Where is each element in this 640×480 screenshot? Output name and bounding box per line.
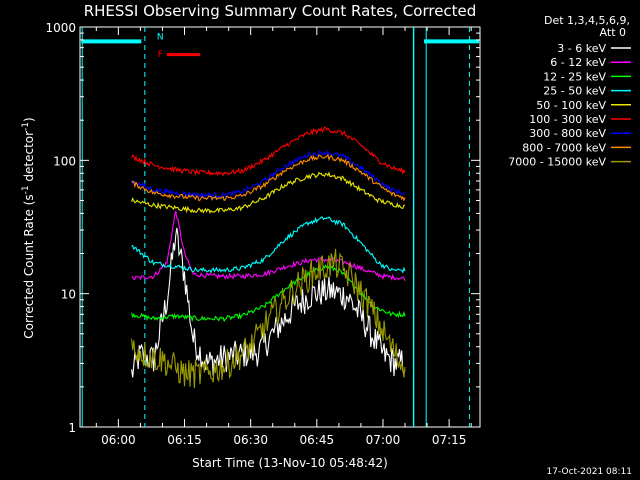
series-line bbox=[131, 248, 406, 389]
series-line bbox=[131, 153, 406, 202]
legend-entry-label: 800 - 7000 keV bbox=[522, 141, 606, 154]
timestamp: 17-Oct-2021 08:11 bbox=[547, 467, 632, 477]
series-line bbox=[131, 171, 406, 214]
series-line bbox=[131, 148, 406, 199]
legend-header-line-1: Det 1,3,4,5,6,9, bbox=[544, 14, 630, 27]
y-tick-label: 1 bbox=[68, 421, 76, 435]
x-tick-label: 07:15 bbox=[432, 433, 467, 447]
x-axis-label: Start Time (13-Nov-10 05:48:42) bbox=[192, 456, 388, 470]
chart-title: RHESSI Observing Summary Count Rates, Co… bbox=[84, 2, 477, 20]
y-tick-label: 1000 bbox=[45, 21, 76, 35]
legend-header-line-2: Att 0 bbox=[600, 26, 626, 39]
series-line bbox=[131, 227, 406, 378]
flag-label: N bbox=[157, 33, 164, 43]
y-tick-label: 10 bbox=[61, 288, 76, 302]
series-800to7000keV bbox=[131, 153, 406, 202]
legend-entry-label: 12 - 25 keV bbox=[543, 70, 606, 83]
x-tick-label: 06:15 bbox=[167, 433, 202, 447]
series-line bbox=[131, 216, 406, 274]
legend-entry-label: 300 - 800 keV bbox=[529, 127, 606, 140]
legend-entry-label: 50 - 100 keV bbox=[536, 99, 606, 112]
series-50to100keV bbox=[131, 171, 406, 214]
legend-entry-label: 3 - 6 keV bbox=[557, 42, 606, 55]
y-axis-label: Corrected Count Rate (s-1 detector-1) bbox=[21, 117, 36, 338]
series-7000to15000keV bbox=[131, 248, 406, 389]
x-tick-label: 07:00 bbox=[366, 433, 401, 447]
series-3to6keV bbox=[131, 227, 406, 378]
legend-entry-label: 6 - 12 keV bbox=[550, 56, 606, 69]
legend-entry-label: 7000 - 15000 keV bbox=[508, 156, 606, 169]
plot-area bbox=[79, 26, 481, 428]
legend-entry-label: 100 - 300 keV bbox=[529, 113, 606, 126]
series-100to300keV bbox=[131, 126, 406, 177]
x-tick-label: 06:45 bbox=[300, 433, 335, 447]
series-line bbox=[131, 126, 406, 177]
plot-frame bbox=[79, 26, 481, 428]
series-line bbox=[131, 210, 406, 282]
series-300to800keV bbox=[131, 148, 406, 199]
series-25to50keV bbox=[131, 216, 406, 274]
series-6to12keV bbox=[131, 210, 406, 282]
x-tick-label: 06:00 bbox=[101, 433, 136, 447]
legend-entry-label: 25 - 50 keV bbox=[543, 85, 606, 98]
axis-ticks: 06:00 06:15 06:30 06:45 07:00 07:15 1 10 100 1000 bbox=[45, 21, 480, 447]
x-tick-label: 06:30 bbox=[233, 433, 268, 447]
flag-labels: NF bbox=[157, 33, 164, 60]
flag-label: F bbox=[158, 50, 163, 60]
y-tick-label: 100 bbox=[53, 154, 76, 168]
